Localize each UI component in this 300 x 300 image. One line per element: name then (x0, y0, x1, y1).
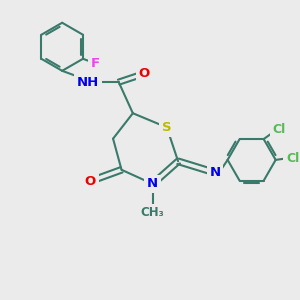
Text: Cl: Cl (286, 152, 299, 165)
Text: NH: NH (76, 76, 99, 88)
Text: O: O (85, 175, 96, 188)
Text: N: N (209, 166, 220, 179)
Text: Cl: Cl (273, 123, 286, 136)
Text: S: S (162, 121, 172, 134)
Text: O: O (139, 67, 150, 80)
Text: N: N (147, 177, 158, 190)
Text: CH₃: CH₃ (141, 206, 164, 219)
Text: F: F (91, 56, 100, 70)
